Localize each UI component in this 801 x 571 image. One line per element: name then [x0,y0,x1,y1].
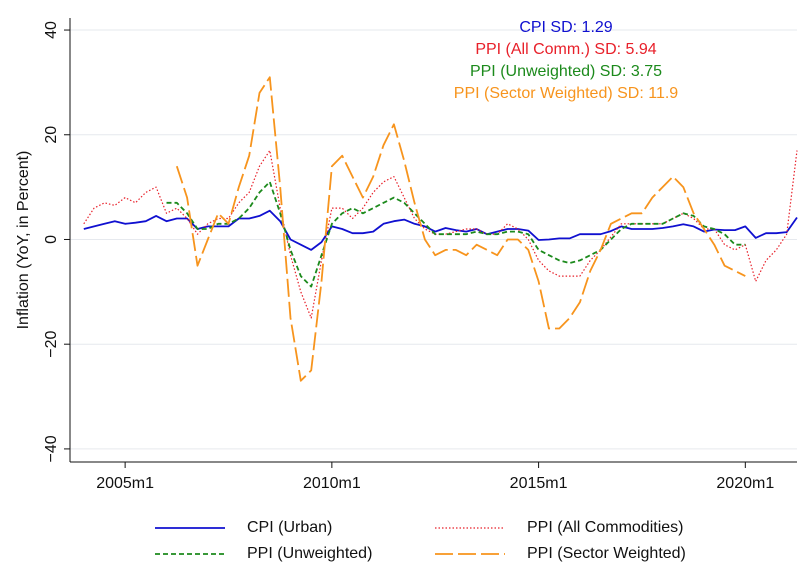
series-line [175,76,746,382]
annotation: PPI (Unweighted) SD: 3.75 [470,63,662,80]
y-tick-label: −40 [43,435,60,462]
annotation: PPI (Sector Weighted) SD: 11.9 [454,85,679,102]
x-tick-label: 2020m1 [716,475,774,492]
y-tick-label: 20 [43,126,60,144]
x-tick-label: 2010m1 [303,475,361,492]
legend-label: CPI (Urban) [247,519,332,536]
y-tick-label: −20 [43,331,60,358]
x-tick-label: 2015m1 [510,475,568,492]
annotation: CPI SD: 1.29 [519,19,612,36]
y-axis-label: Inflation (YoY, in Percent) [15,151,32,330]
legend-label: PPI (All Commodities) [527,519,683,536]
x-tick-label: 2005m1 [96,475,154,492]
series-line [83,209,798,251]
series-line [166,181,746,288]
annotation: PPI (All Comm.) SD: 5.94 [475,41,656,58]
y-tick-label: 0 [43,235,60,244]
legend-label: PPI (Sector Weighted) [527,545,686,562]
y-tick-label: 40 [43,21,60,39]
legend-label: PPI (Unweighted) [247,545,372,562]
